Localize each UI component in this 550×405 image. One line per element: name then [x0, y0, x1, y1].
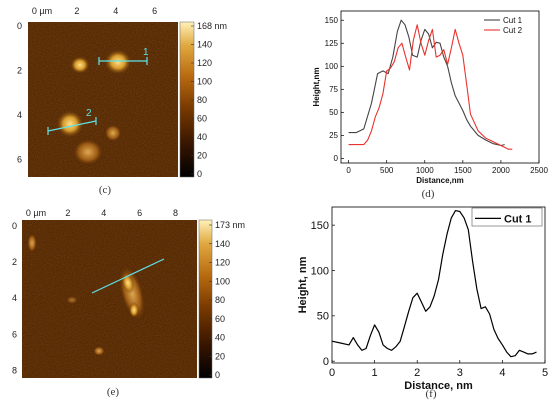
panel-label-f: (f) [425, 388, 437, 400]
x-tick-label: 0 µm [32, 6, 52, 16]
chart-d: 0 500 1000 1500 2000 2500 0 25 50 75 100 125 150 Dist… [312, 10, 548, 185]
colorbar-tick-label: 80 [215, 295, 225, 305]
x-tick-label: 4 [499, 367, 505, 379]
x-tick-label: 4 [101, 208, 106, 218]
afm-e-y-ticks: 0 2 4 6 8 [12, 221, 17, 375]
y-tick-label: 2 [12, 257, 17, 267]
colorbar-c [179, 21, 195, 178]
x-tick-label: 500 [380, 166, 394, 175]
y-tick-label: 8 [12, 365, 17, 375]
y-tick-label: 0 [17, 21, 22, 31]
y-tick-label: 50 [329, 108, 338, 117]
y-tick-label: 100 [311, 265, 329, 277]
series-line [331, 210, 537, 358]
colorbar-tick-label: 80 [197, 95, 207, 105]
y-tick-label: 6 [12, 329, 17, 339]
afm-c-y-ticks: 0 2 4 6 [17, 21, 22, 164]
colorbar-tick-label: 100 [215, 276, 230, 286]
x-tick-label: 5 [542, 367, 548, 379]
x-tick-label: 1500 [454, 166, 472, 175]
afm-e-x-ticks: 0 µm 2 4 6 8 [26, 208, 178, 218]
y-tick-label: 100 [325, 62, 339, 71]
legend-entry: Cut 2 [503, 26, 523, 35]
y-tick-label: 0 [12, 221, 17, 231]
x-tick-label: 2 [65, 208, 70, 218]
colorbar-tick-label: 168 nm [197, 21, 227, 31]
y-tick-label: 6 [17, 154, 22, 164]
panel-label-e: (e) [106, 386, 120, 398]
x-tick-label: 4 [113, 6, 118, 16]
colorbar-c-ticks: 168 nm 140 120 100 80 60 40 20 0 [191, 21, 227, 179]
colorbar-e [198, 219, 213, 379]
x-tick-label: 2500 [530, 166, 548, 175]
x-tick-label: 6 [137, 208, 142, 218]
y-tick-label: 25 [329, 131, 338, 140]
cut-label-2: 2 [86, 108, 92, 119]
y-tick-label: 50 [317, 311, 329, 323]
x-tick-label: 2000 [492, 166, 510, 175]
afm-image-c [28, 22, 178, 177]
colorbar-tick-label: 100 [197, 77, 212, 87]
x-axis-label: Distance, nm [404, 380, 473, 392]
x-tick-label: 0 [329, 367, 335, 379]
colorbar-tick-label: 60 [197, 114, 207, 124]
afm-image-e [22, 220, 197, 378]
colorbar-tick-label: 40 [197, 132, 207, 142]
plot-frame [331, 206, 546, 364]
x-tick-label: 6 [152, 6, 157, 16]
y-axis-label: Height,nm [312, 67, 321, 106]
panel-label-d: (d) [421, 188, 435, 200]
colorbar-tick-label: 140 [215, 239, 230, 249]
colorbar-e-ticks: 173 nm 140 120 100 80 60 40 20 0 [209, 220, 245, 380]
colorbar-tick-label: 20 [215, 351, 225, 361]
colorbar-tick-label: 0 [197, 169, 202, 179]
legend [481, 12, 533, 36]
colorbar-tick-label: 140 [197, 40, 212, 50]
legend [471, 207, 543, 227]
y-tick-label: 4 [12, 293, 17, 303]
colorbar-tick-label: 173 nm [215, 220, 245, 230]
series-line [348, 24, 513, 150]
x-tick-label: 2 [74, 6, 79, 16]
legend-entry: Cut 1 [503, 16, 523, 25]
colorbar-tick-label: 0 [215, 370, 220, 380]
cut-label-1: 1 [143, 47, 149, 58]
x-tick-label: 0 [346, 166, 351, 175]
plot-frame [340, 10, 540, 164]
x-axis-label: Distance,nm [416, 176, 464, 185]
colorbar-tick-label: 120 [197, 58, 212, 68]
y-tick-label: 0 [323, 356, 329, 368]
x-tick-label: 1000 [416, 166, 434, 175]
colorbar-tick-label: 120 [215, 258, 230, 268]
y-tick-label: 150 [325, 16, 339, 25]
panel-label-c: (c) [98, 184, 112, 196]
y-tick-label: 75 [329, 85, 338, 94]
y-axis-label: Height, nm [297, 256, 309, 313]
colorbar-tick-label: 20 [197, 151, 207, 161]
x-tick-label: 2 [414, 367, 420, 379]
x-tick-label: 3 [457, 367, 463, 379]
x-tick-label: 8 [173, 208, 178, 218]
series-line [348, 19, 505, 147]
colorbar-tick-label: 60 [215, 314, 225, 324]
y-tick-label: 4 [17, 110, 22, 120]
y-tick-label: 0 [334, 154, 339, 163]
y-tick-label: 2 [17, 65, 22, 75]
colorbar-tick-label: 40 [215, 333, 225, 343]
x-tick-label: 1 [372, 367, 378, 379]
y-tick-label: 150 [311, 220, 329, 232]
x-tick-label: 0 µm [26, 208, 46, 218]
afm-c-x-ticks: 0 µm 2 4 6 [32, 6, 157, 16]
y-tick-label: 125 [325, 39, 339, 48]
legend-entry: Cut 1 [504, 213, 532, 225]
